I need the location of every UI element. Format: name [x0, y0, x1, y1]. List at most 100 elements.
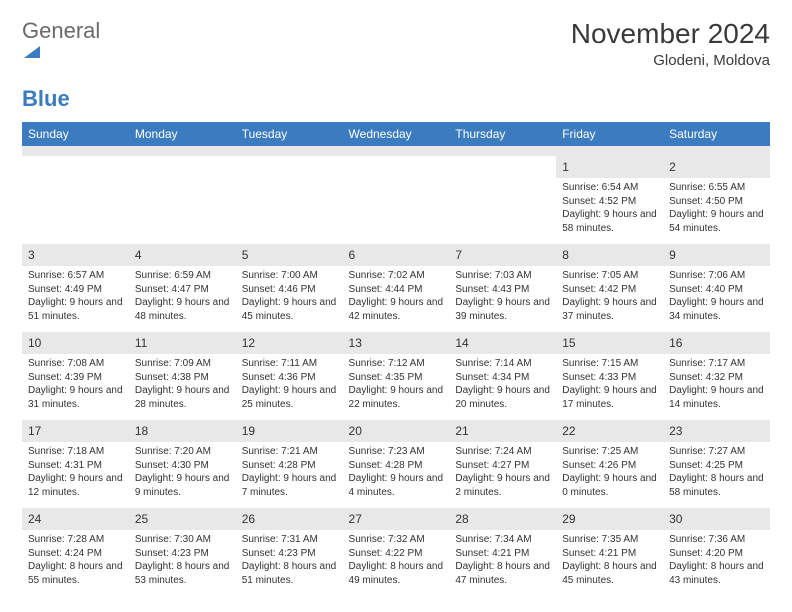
day-details: Sunrise: 7:18 AMSunset: 4:31 PMDaylight:… [22, 442, 129, 503]
sunset-text: Sunset: 4:35 PM [349, 371, 444, 385]
sunrise-text: Sunrise: 7:03 AM [455, 269, 550, 283]
day-details: Sunrise: 7:08 AMSunset: 4:39 PMDaylight:… [22, 354, 129, 415]
logo: General Blue [22, 18, 100, 112]
daylight-text: Daylight: 9 hours and 25 minutes. [242, 384, 337, 411]
day-cell: 29Sunrise: 7:35 AMSunset: 4:21 PMDayligh… [556, 508, 663, 596]
day-number: 16 [663, 332, 770, 354]
day-number: 4 [129, 244, 236, 266]
day-number: 25 [129, 508, 236, 530]
day-details: Sunrise: 7:24 AMSunset: 4:27 PMDaylight:… [449, 442, 556, 503]
sunrise-text: Sunrise: 7:35 AM [562, 533, 657, 547]
daylight-text: Daylight: 9 hours and 39 minutes. [455, 296, 550, 323]
daylight-text: Daylight: 8 hours and 55 minutes. [28, 560, 123, 587]
day-number: 5 [236, 244, 343, 266]
logo-text-blue: Blue [22, 86, 70, 111]
location: Glodeni, Moldova [571, 52, 770, 69]
day-cell: 10Sunrise: 7:08 AMSunset: 4:39 PMDayligh… [22, 332, 129, 420]
day-details: Sunrise: 7:15 AMSunset: 4:33 PMDaylight:… [556, 354, 663, 415]
day-cell: 24Sunrise: 7:28 AMSunset: 4:24 PMDayligh… [22, 508, 129, 596]
day-cell: 22Sunrise: 7:25 AMSunset: 4:26 PMDayligh… [556, 420, 663, 508]
day-number: 30 [663, 508, 770, 530]
day-cell: 8Sunrise: 7:05 AMSunset: 4:42 PMDaylight… [556, 244, 663, 332]
day-cell [129, 156, 236, 244]
week-row: 24Sunrise: 7:28 AMSunset: 4:24 PMDayligh… [22, 508, 770, 596]
sunset-text: Sunset: 4:52 PM [562, 195, 657, 209]
day-header: Monday [129, 122, 236, 146]
day-details: Sunrise: 7:02 AMSunset: 4:44 PMDaylight:… [343, 266, 450, 327]
daylight-text: Daylight: 9 hours and 54 minutes. [669, 208, 764, 235]
day-details: Sunrise: 7:09 AMSunset: 4:38 PMDaylight:… [129, 354, 236, 415]
daylight-text: Daylight: 9 hours and 45 minutes. [242, 296, 337, 323]
sunset-text: Sunset: 4:39 PM [28, 371, 123, 385]
daylight-text: Daylight: 9 hours and 31 minutes. [28, 384, 123, 411]
sunrise-text: Sunrise: 7:30 AM [135, 533, 230, 547]
sunrise-text: Sunrise: 7:12 AM [349, 357, 444, 371]
day-number: 3 [22, 244, 129, 266]
day-number: 26 [236, 508, 343, 530]
sunset-text: Sunset: 4:26 PM [562, 459, 657, 473]
day-cell: 19Sunrise: 7:21 AMSunset: 4:28 PMDayligh… [236, 420, 343, 508]
sunset-text: Sunset: 4:33 PM [562, 371, 657, 385]
sunrise-text: Sunrise: 7:08 AM [28, 357, 123, 371]
daylight-text: Daylight: 9 hours and 4 minutes. [349, 472, 444, 499]
week-row: 1Sunrise: 6:54 AMSunset: 4:52 PMDaylight… [22, 156, 770, 244]
day-number: 10 [22, 332, 129, 354]
day-details: Sunrise: 7:35 AMSunset: 4:21 PMDaylight:… [556, 530, 663, 591]
sunset-text: Sunset: 4:43 PM [455, 283, 550, 297]
sunset-text: Sunset: 4:23 PM [242, 547, 337, 561]
sunrise-text: Sunrise: 7:34 AM [455, 533, 550, 547]
daylight-text: Daylight: 8 hours and 47 minutes. [455, 560, 550, 587]
day-cell: 15Sunrise: 7:15 AMSunset: 4:33 PMDayligh… [556, 332, 663, 420]
day-details: Sunrise: 7:28 AMSunset: 4:24 PMDaylight:… [22, 530, 129, 591]
sunset-text: Sunset: 4:21 PM [455, 547, 550, 561]
sunrise-text: Sunrise: 7:00 AM [242, 269, 337, 283]
day-cell: 6Sunrise: 7:02 AMSunset: 4:44 PMDaylight… [343, 244, 450, 332]
sunrise-text: Sunrise: 6:55 AM [669, 181, 764, 195]
day-cell: 30Sunrise: 7:36 AMSunset: 4:20 PMDayligh… [663, 508, 770, 596]
day-cell: 16Sunrise: 7:17 AMSunset: 4:32 PMDayligh… [663, 332, 770, 420]
sunrise-text: Sunrise: 7:32 AM [349, 533, 444, 547]
day-cell: 11Sunrise: 7:09 AMSunset: 4:38 PMDayligh… [129, 332, 236, 420]
sunset-text: Sunset: 4:50 PM [669, 195, 764, 209]
week-row: 17Sunrise: 7:18 AMSunset: 4:31 PMDayligh… [22, 420, 770, 508]
day-cell: 7Sunrise: 7:03 AMSunset: 4:43 PMDaylight… [449, 244, 556, 332]
day-number: 19 [236, 420, 343, 442]
logo-sail-icon [22, 44, 100, 60]
day-header: Sunday [22, 122, 129, 146]
sunset-text: Sunset: 4:32 PM [669, 371, 764, 385]
day-cell: 5Sunrise: 7:00 AMSunset: 4:46 PMDaylight… [236, 244, 343, 332]
day-number: 15 [556, 332, 663, 354]
sunset-text: Sunset: 4:49 PM [28, 283, 123, 297]
sunrise-text: Sunrise: 6:59 AM [135, 269, 230, 283]
day-cell: 25Sunrise: 7:30 AMSunset: 4:23 PMDayligh… [129, 508, 236, 596]
day-cell [22, 156, 129, 244]
day-cell: 23Sunrise: 7:27 AMSunset: 4:25 PMDayligh… [663, 420, 770, 508]
sunrise-text: Sunrise: 7:24 AM [455, 445, 550, 459]
daylight-text: Daylight: 9 hours and 22 minutes. [349, 384, 444, 411]
sunset-text: Sunset: 4:28 PM [349, 459, 444, 473]
daylight-text: Daylight: 9 hours and 51 minutes. [28, 296, 123, 323]
day-number: 21 [449, 420, 556, 442]
day-details: Sunrise: 7:11 AMSunset: 4:36 PMDaylight:… [236, 354, 343, 415]
spacer-row [22, 146, 770, 156]
day-number: 6 [343, 244, 450, 266]
sunrise-text: Sunrise: 7:18 AM [28, 445, 123, 459]
daylight-text: Daylight: 8 hours and 58 minutes. [669, 472, 764, 499]
sunset-text: Sunset: 4:25 PM [669, 459, 764, 473]
day-details: Sunrise: 7:25 AMSunset: 4:26 PMDaylight:… [556, 442, 663, 503]
day-cell: 3Sunrise: 6:57 AMSunset: 4:49 PMDaylight… [22, 244, 129, 332]
daylight-text: Daylight: 9 hours and 48 minutes. [135, 296, 230, 323]
day-cell: 2Sunrise: 6:55 AMSunset: 4:50 PMDaylight… [663, 156, 770, 244]
day-header: Friday [556, 122, 663, 146]
day-number: 27 [343, 508, 450, 530]
daylight-text: Daylight: 9 hours and 20 minutes. [455, 384, 550, 411]
day-details: Sunrise: 7:36 AMSunset: 4:20 PMDaylight:… [663, 530, 770, 591]
day-details: Sunrise: 7:00 AMSunset: 4:46 PMDaylight:… [236, 266, 343, 327]
day-cell: 26Sunrise: 7:31 AMSunset: 4:23 PMDayligh… [236, 508, 343, 596]
day-cell: 1Sunrise: 6:54 AMSunset: 4:52 PMDaylight… [556, 156, 663, 244]
day-header: Wednesday [343, 122, 450, 146]
sunrise-text: Sunrise: 7:14 AM [455, 357, 550, 371]
sunrise-text: Sunrise: 7:05 AM [562, 269, 657, 283]
day-number: 20 [343, 420, 450, 442]
sunrise-text: Sunrise: 7:09 AM [135, 357, 230, 371]
